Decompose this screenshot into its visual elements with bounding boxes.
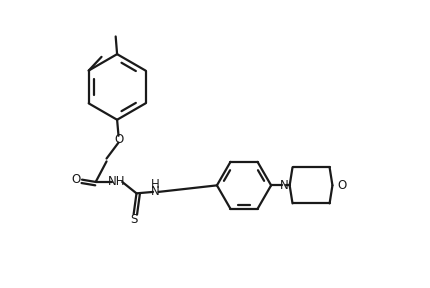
Text: NH: NH: [108, 175, 126, 188]
Text: O: O: [337, 179, 346, 192]
Text: N: N: [150, 185, 160, 198]
Text: H: H: [150, 178, 160, 191]
Text: N: N: [279, 179, 288, 192]
Text: O: O: [71, 173, 81, 186]
Text: S: S: [130, 213, 137, 226]
Text: O: O: [114, 133, 123, 146]
